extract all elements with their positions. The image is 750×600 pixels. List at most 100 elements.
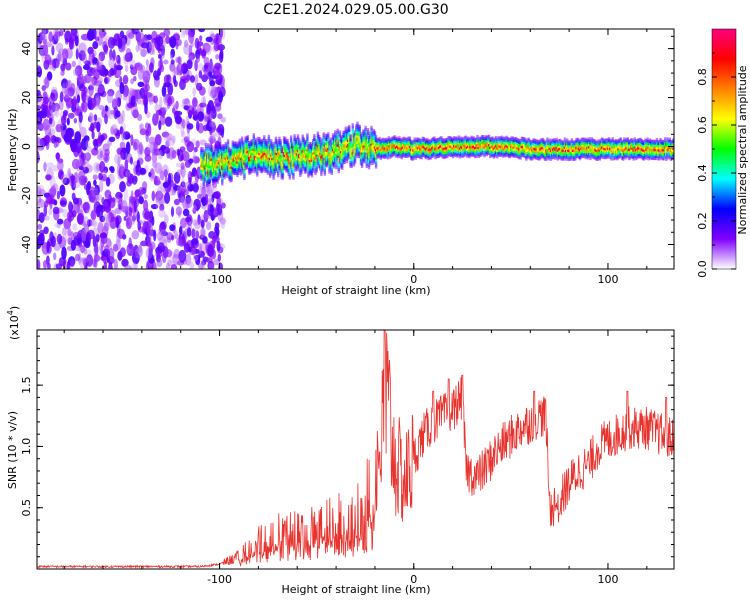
noise-cell [145, 211, 151, 221]
noise-cell [60, 173, 68, 184]
signal-cell [219, 144, 223, 148]
noise-cell [37, 110, 45, 118]
signal-cell [244, 151, 247, 155]
noise-cell [209, 138, 217, 144]
signal-cell [216, 165, 219, 169]
signal-cell [273, 170, 276, 174]
signal-cell [336, 128, 339, 132]
signal-cell [491, 154, 494, 157]
noise-cell [124, 64, 129, 73]
signal-cell [378, 154, 381, 157]
noise-cell [188, 52, 196, 61]
noise-cell [103, 222, 110, 232]
signal-cell [392, 153, 395, 157]
signal-cell [364, 147, 367, 151]
noise-cell [177, 56, 182, 65]
signal-cell [402, 143, 406, 146]
signal-cell [508, 140, 512, 143]
signal-cell [320, 173, 323, 177]
noise-cell [152, 161, 157, 169]
noise-cell [88, 112, 94, 123]
signal-cell [494, 140, 498, 143]
signal-cell [203, 180, 206, 183]
noise-cell [214, 62, 222, 70]
noise-cell [110, 124, 118, 135]
signal-cell [263, 135, 266, 138]
signal-cell [500, 135, 504, 139]
noise-cell [150, 203, 159, 210]
noise-cell [169, 224, 176, 232]
signal-cell [374, 144, 378, 147]
noise-cell [122, 94, 127, 101]
noise-cell [86, 145, 92, 153]
signal-cell [371, 158, 374, 161]
signal-cell [226, 150, 230, 153]
signal-cell [392, 151, 395, 154]
noise-cell [93, 179, 97, 186]
signal-cell [215, 143, 218, 147]
signal-cell [230, 172, 233, 176]
signal-cell [336, 137, 339, 141]
signal-cell [230, 159, 233, 163]
signal-cell [472, 136, 476, 139]
signal-cell [367, 135, 371, 139]
signal-cell [281, 172, 285, 176]
noise-cell [183, 39, 189, 48]
signal-cell [322, 136, 325, 140]
signal-cell [501, 141, 505, 145]
signal-cell [292, 172, 295, 176]
noise-cell [115, 238, 121, 251]
noise-cell [155, 196, 159, 209]
noise-cell [183, 240, 188, 248]
signal-cell [381, 137, 385, 141]
signal-cell [251, 167, 254, 171]
noise-cell [87, 180, 92, 190]
signal-cell [261, 156, 265, 159]
signal-cell [206, 184, 209, 187]
signal-cell [267, 141, 271, 144]
signal-cell [371, 147, 374, 150]
noise-cell [107, 36, 116, 49]
noise-cell [187, 170, 193, 182]
noise-cell [199, 102, 207, 108]
noise-cell [145, 247, 153, 260]
signal-cell [246, 137, 250, 140]
signal-cell [312, 167, 315, 171]
noise-cell [164, 135, 172, 143]
noise-cell [38, 212, 45, 224]
noise-cell [81, 52, 88, 64]
signal-cell [240, 147, 244, 151]
signal-cell [395, 136, 399, 140]
signal-cell [491, 143, 494, 146]
signal-cell [210, 145, 213, 148]
signal-cell [226, 156, 230, 160]
noise-cell [50, 86, 58, 94]
signal-cell [377, 156, 380, 159]
noise-cell [41, 100, 49, 111]
signal-cell [392, 142, 395, 146]
signal-cell [265, 152, 268, 155]
signal-cell [343, 161, 346, 164]
signal-cell [244, 136, 247, 140]
noise-cell [106, 214, 111, 226]
signal-cell [336, 133, 339, 136]
noise-cell [37, 184, 45, 192]
noise-cell [174, 233, 179, 240]
noise-cell [123, 216, 127, 221]
signal-cell [372, 128, 375, 132]
signal-cell [240, 160, 244, 164]
signal-cell [395, 147, 399, 151]
noise-cell [219, 217, 227, 225]
signal-cell [357, 140, 360, 143]
noise-cell [151, 215, 155, 227]
noise-cell [97, 76, 103, 85]
noise-cell [172, 135, 176, 144]
signal-cell [233, 170, 237, 173]
signal-cell [244, 143, 247, 146]
noise-cell [104, 148, 110, 157]
signal-cell [385, 139, 388, 143]
noise-cell [173, 198, 180, 206]
signal-cell [374, 148, 378, 151]
signal-cell [336, 130, 339, 134]
noise-cell [68, 136, 73, 146]
